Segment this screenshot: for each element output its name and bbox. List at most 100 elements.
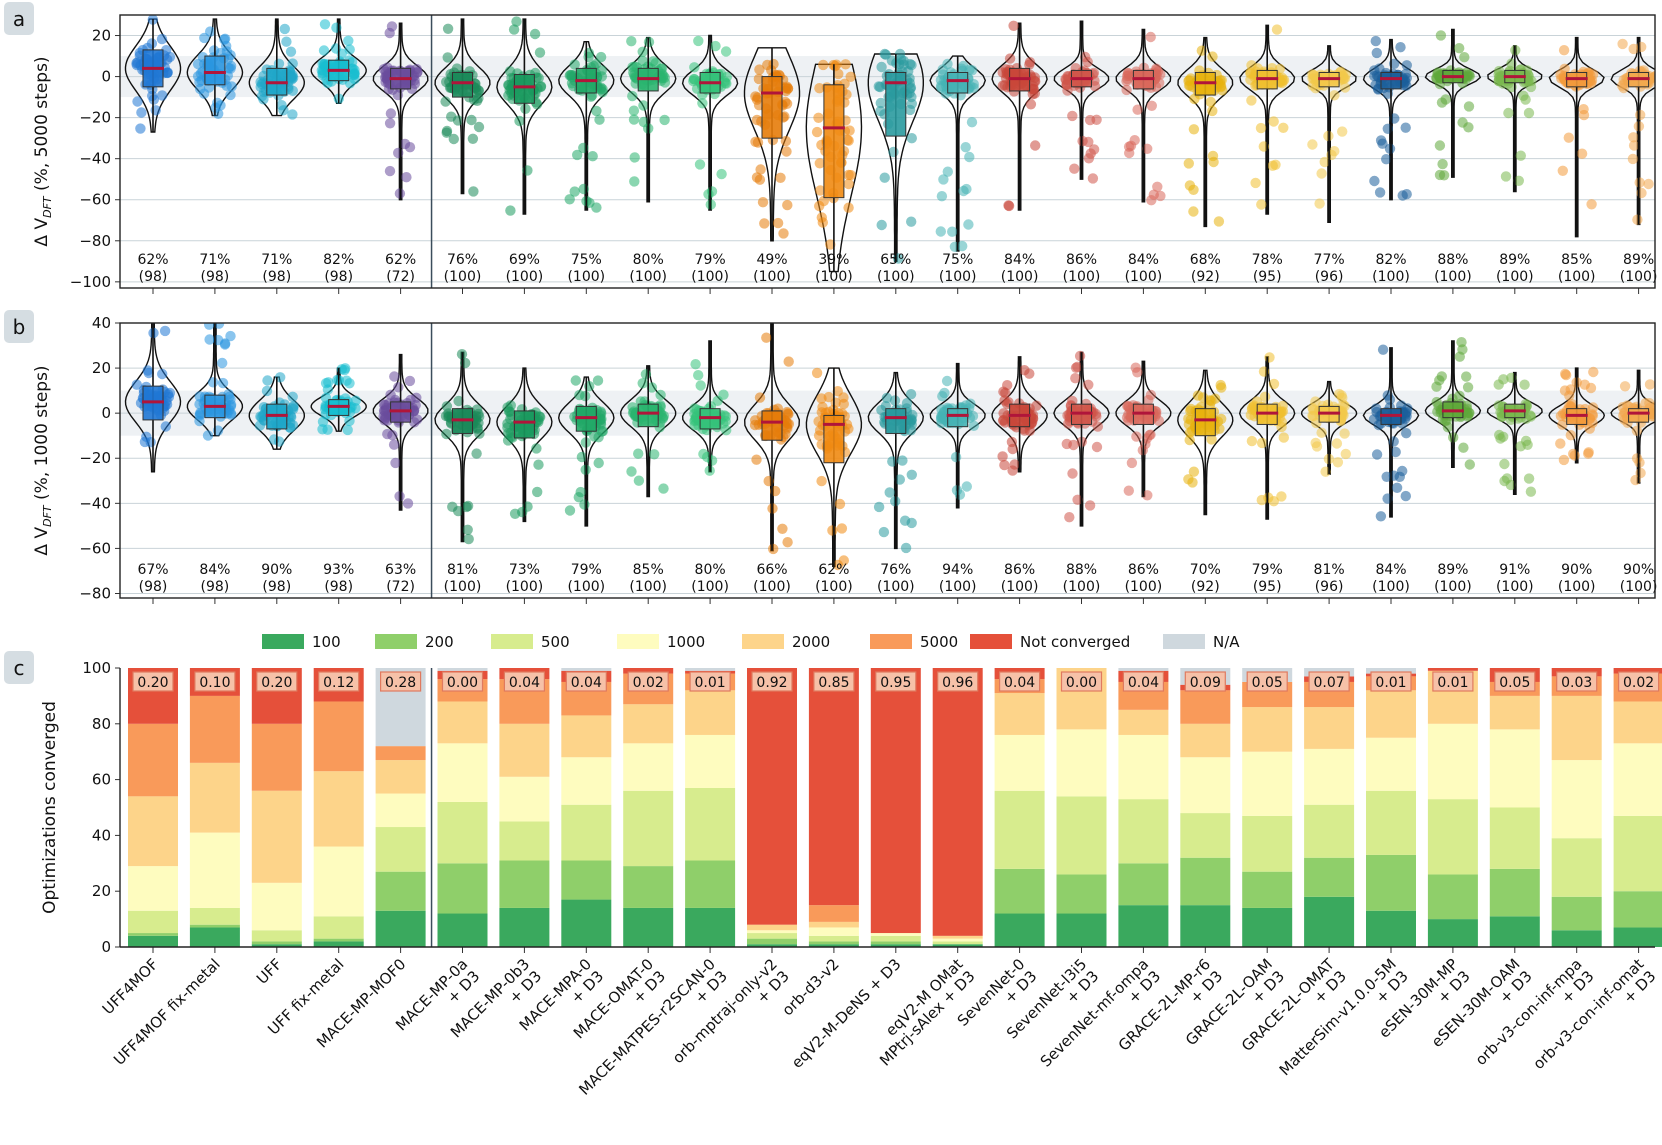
data-point <box>531 443 541 453</box>
data-point <box>969 83 979 93</box>
data-point <box>1635 177 1645 187</box>
data-point <box>1636 42 1646 52</box>
legend-label: 100 <box>312 633 341 651</box>
data-point <box>318 68 328 78</box>
pct-label: 79% <box>571 562 602 578</box>
count-label: (100) <box>444 579 482 595</box>
data-point <box>1088 173 1098 183</box>
count-label: (100) <box>939 269 977 285</box>
data-point <box>576 487 586 497</box>
bar-segment-1000 <box>376 794 426 827</box>
data-point <box>520 104 530 114</box>
data-point <box>907 133 917 143</box>
failure-label: 0.85 <box>818 675 849 691</box>
legend-swatch <box>870 634 912 649</box>
data-point <box>157 34 167 44</box>
data-point <box>907 518 917 528</box>
data-point <box>758 197 768 207</box>
data-point <box>907 415 917 425</box>
bar-segment-2000 <box>685 690 735 735</box>
data-point <box>339 365 349 375</box>
data-point <box>1378 345 1388 355</box>
y-tick-label: 0 <box>101 938 111 956</box>
pct-label: 78% <box>1252 252 1283 268</box>
data-point <box>579 184 589 194</box>
data-point <box>503 428 513 438</box>
count-label: (100) <box>1001 579 1039 595</box>
data-point <box>226 410 236 420</box>
data-point <box>759 218 769 228</box>
data-point <box>151 105 161 115</box>
bar-segment-2000 <box>995 693 1045 735</box>
y-axis-label-sub: DFT <box>41 195 54 218</box>
data-point <box>1579 110 1589 120</box>
bar-segment-500 <box>376 827 426 872</box>
legend-label: 2000 <box>792 633 830 651</box>
data-point <box>695 159 705 169</box>
data-point <box>594 458 604 468</box>
data-point <box>323 377 333 387</box>
data-point <box>897 455 907 465</box>
legend-swatch <box>262 634 304 649</box>
bar-segment-1000 <box>1552 760 1602 838</box>
data-point <box>1389 436 1399 446</box>
data-point <box>393 382 403 392</box>
data-point <box>629 176 639 186</box>
data-point <box>320 19 330 29</box>
data-point <box>1272 24 1282 34</box>
data-point <box>393 148 403 158</box>
bar-segment-not-converged <box>1428 668 1478 671</box>
bar-segment-5000 <box>809 905 859 922</box>
data-point <box>1566 430 1576 440</box>
bar-segment-2000 <box>747 925 797 931</box>
data-point <box>721 46 731 56</box>
data-point <box>1635 110 1645 120</box>
data-point <box>386 108 396 118</box>
iqr-box <box>514 411 534 438</box>
data-point <box>349 70 359 80</box>
bar-segment-1000 <box>809 927 859 935</box>
failure-label: 0.04 <box>509 675 540 691</box>
data-point <box>1643 179 1653 189</box>
data-point <box>1024 369 1034 379</box>
bar-segment-1000 <box>623 743 673 790</box>
data-point <box>1124 486 1134 496</box>
count-label: (100) <box>939 579 977 595</box>
data-point <box>1457 117 1467 127</box>
bar-segment-not-converged <box>871 668 921 933</box>
bar-segment-500 <box>1552 838 1602 897</box>
data-point <box>879 527 889 537</box>
data-point <box>1131 431 1141 441</box>
failure-label: 0.00 <box>1066 675 1097 691</box>
data-point <box>626 466 636 476</box>
data-point <box>1558 166 1568 176</box>
bar-segment-2000 <box>561 715 611 757</box>
data-point <box>1093 421 1103 431</box>
y-axis-label: Δ VDFT (%, 1000 steps) <box>32 365 54 555</box>
bar-segment-100 <box>1552 930 1602 947</box>
failure-label: 0.05 <box>1499 675 1530 691</box>
bar-segment-1000 <box>685 735 735 788</box>
data-point <box>535 47 545 57</box>
pct-label: 80% <box>633 252 664 268</box>
count-label: (96) <box>1315 579 1344 595</box>
iqr-box <box>824 415 844 462</box>
data-point <box>659 115 669 125</box>
y-tick-label: −60 <box>79 539 111 557</box>
bar-segment-200 <box>438 863 488 913</box>
data-point <box>1371 36 1381 46</box>
data-point <box>387 21 397 31</box>
bar-segment-200 <box>376 872 426 911</box>
data-point <box>443 52 453 62</box>
data-point <box>629 106 639 116</box>
data-point <box>136 107 146 117</box>
data-point <box>641 369 651 379</box>
legend-swatch <box>970 634 1012 649</box>
violin-group <box>126 14 1662 271</box>
data-point <box>812 127 822 137</box>
failure-label: 0.92 <box>756 675 787 691</box>
bar-segment-1000 <box>995 735 1045 791</box>
data-point <box>1376 511 1386 521</box>
data-point <box>814 430 824 440</box>
data-point <box>385 390 395 400</box>
